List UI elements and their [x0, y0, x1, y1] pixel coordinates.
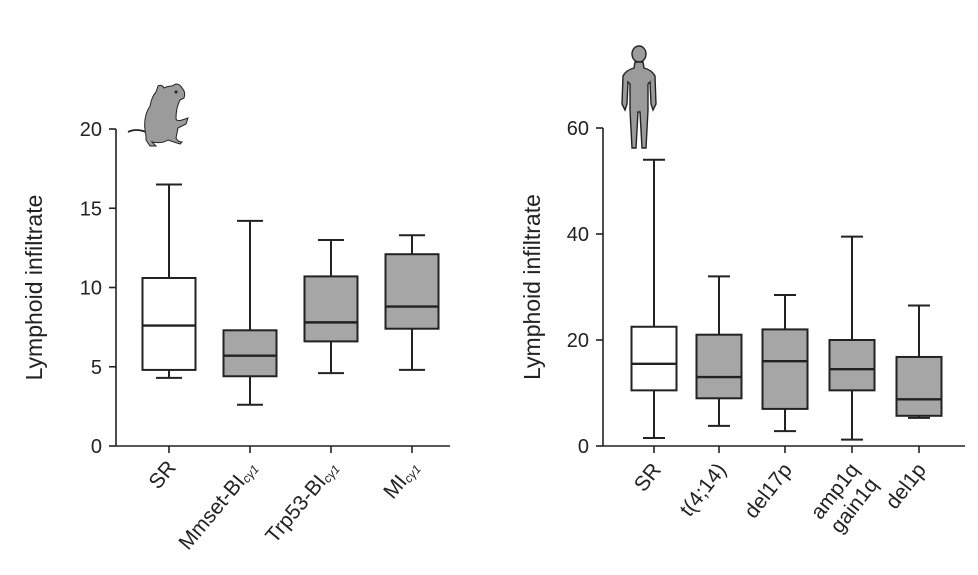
category-label: Mmset-BIcγ1: [174, 456, 261, 554]
left-panel: 0 5 10 15 20 Lymphoid infiltrate SRMmset-BIcγ1…: [21, 119, 450, 554]
box-2: [695, 333, 743, 400]
y-tick-label: 0: [91, 436, 102, 458]
category-label: t(4;14): [675, 459, 730, 521]
mouse-icon: [127, 83, 189, 147]
y-axis-title: Lymphoid infiltrate: [519, 194, 545, 380]
y-tick-label: 5: [91, 357, 102, 379]
category-label: amp1qgain1q: [806, 459, 883, 539]
box-5: [895, 355, 943, 417]
y-tick-label: 15: [80, 198, 102, 220]
box-3: [761, 328, 809, 410]
category-label: SR: [144, 456, 180, 493]
human-silhouette-icon: [621, 45, 657, 149]
category-label: del1p: [881, 459, 931, 514]
box-2: [222, 329, 278, 378]
y-tick-label: 60: [567, 118, 589, 140]
box-4: [828, 339, 876, 392]
category-label: del17p: [740, 459, 797, 523]
y-tick-label: 20: [80, 119, 102, 141]
y-tick-label: 10: [80, 278, 102, 300]
category-label: Trp53-BIcγ1: [261, 456, 343, 547]
y-tick-label: 0: [578, 436, 589, 458]
box-3: [303, 275, 359, 343]
box-1: [630, 325, 678, 392]
category-label: MIcγ1: [379, 456, 424, 503]
box-4: [384, 253, 440, 330]
box-1: [141, 276, 197, 371]
right-panel: 0 20 40 60 Lymphoid infiltrate SR t(4;14) del17…: [519, 118, 965, 538]
y-tick-label: 20: [567, 330, 589, 352]
y-axis-title: Lymphoid infiltrate: [21, 195, 47, 381]
y-tick-label: 40: [567, 224, 589, 246]
category-label: SR: [630, 459, 666, 496]
